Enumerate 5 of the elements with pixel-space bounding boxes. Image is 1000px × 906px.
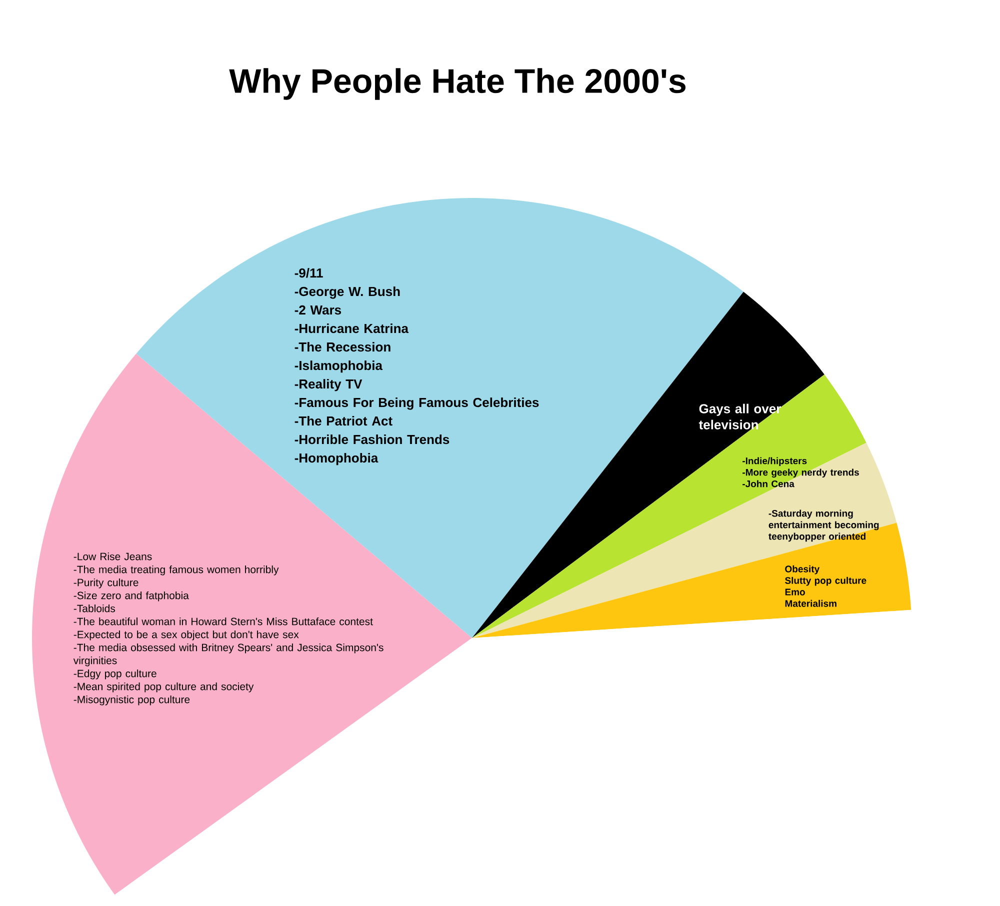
category-label: -Low Rise Jeans -The media treating famous women horribly -Purity culture -Size zero and fatphobia -Tabloids -The beautiful woman in Howard Stern's Miss Buttaface contest -Expected to be a sex object but don't have sex -The media obsessed with Britney Spears' and Jessica Simpson's virginities -Edgy pop culture -Mean spirited pop culture and society -Misogynistic pop culture	[73, 552, 384, 706]
slice-label: -Indie/hipsters -More geeky nerdy trends -John Cena	[742, 457, 859, 488]
category-label: -9/11 -George W. Bush -2 Wars -Hurricane Katrina -The Recession -Islamophobia -Reality TV -Famous For Being Famous Celebrities -The Patriot Act -Horrible Fashion Trends -Homophobia	[294, 268, 539, 466]
slice-label: Obesity Slutty pop culture Emo Materialism	[785, 565, 866, 607]
chart-title: Why People Hate The 2000's	[229, 68, 686, 100]
